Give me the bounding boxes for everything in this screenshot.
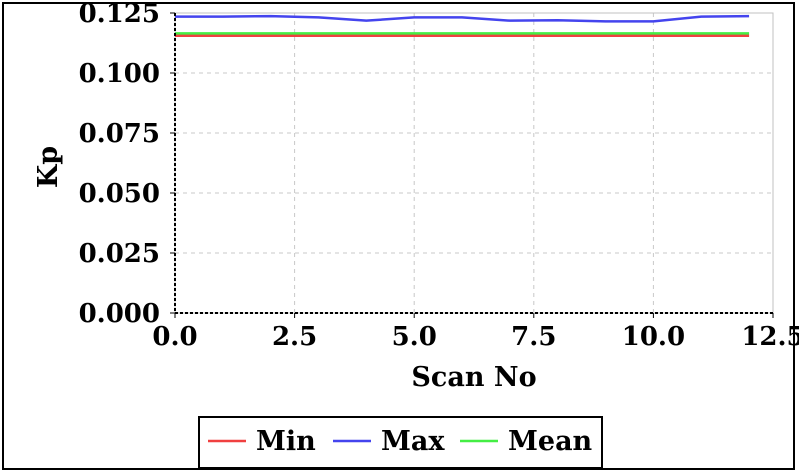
- legend-label-max: Max: [381, 426, 445, 457]
- x-tick-label: 10.0: [622, 322, 685, 352]
- y-tick-label: 0.000: [79, 299, 160, 329]
- y-axis-title: Kp: [33, 146, 64, 188]
- axis-ticks: 0.0 2.5 5.0 7.5 10.0 12.5 0.000 0.025 0.050 0.075…: [79, 0, 799, 352]
- x-tick-label: 0.0: [152, 322, 197, 352]
- plot-area-border: [174, 12, 774, 314]
- legend-label-mean: Mean: [508, 426, 593, 457]
- x-tick-label: 5.0: [392, 322, 437, 352]
- y-tick-label: 0.025: [79, 239, 160, 269]
- chart-frame: [2, 2, 795, 470]
- legend: Min Max Mean: [198, 416, 603, 469]
- grid: [175, 12, 774, 313]
- x-tick-label: 12.5: [741, 322, 799, 352]
- y-tick-label: 0.075: [79, 119, 160, 149]
- y-tick-label: 0.050: [79, 179, 160, 209]
- legend-items: Min Max Mean: [208, 426, 593, 457]
- y-tick-label: 0.100: [79, 59, 160, 89]
- series-line-max: [175, 14, 750, 23]
- x-tick-label: 7.5: [511, 322, 556, 352]
- series-lines: [175, 14, 750, 38]
- x-axis-title: Scan No: [411, 362, 536, 393]
- legend-box: [198, 416, 603, 469]
- y-tick-label: 0.125: [79, 0, 160, 29]
- x-tick-label: 2.5: [272, 322, 317, 352]
- legend-label-min: Min: [256, 426, 316, 457]
